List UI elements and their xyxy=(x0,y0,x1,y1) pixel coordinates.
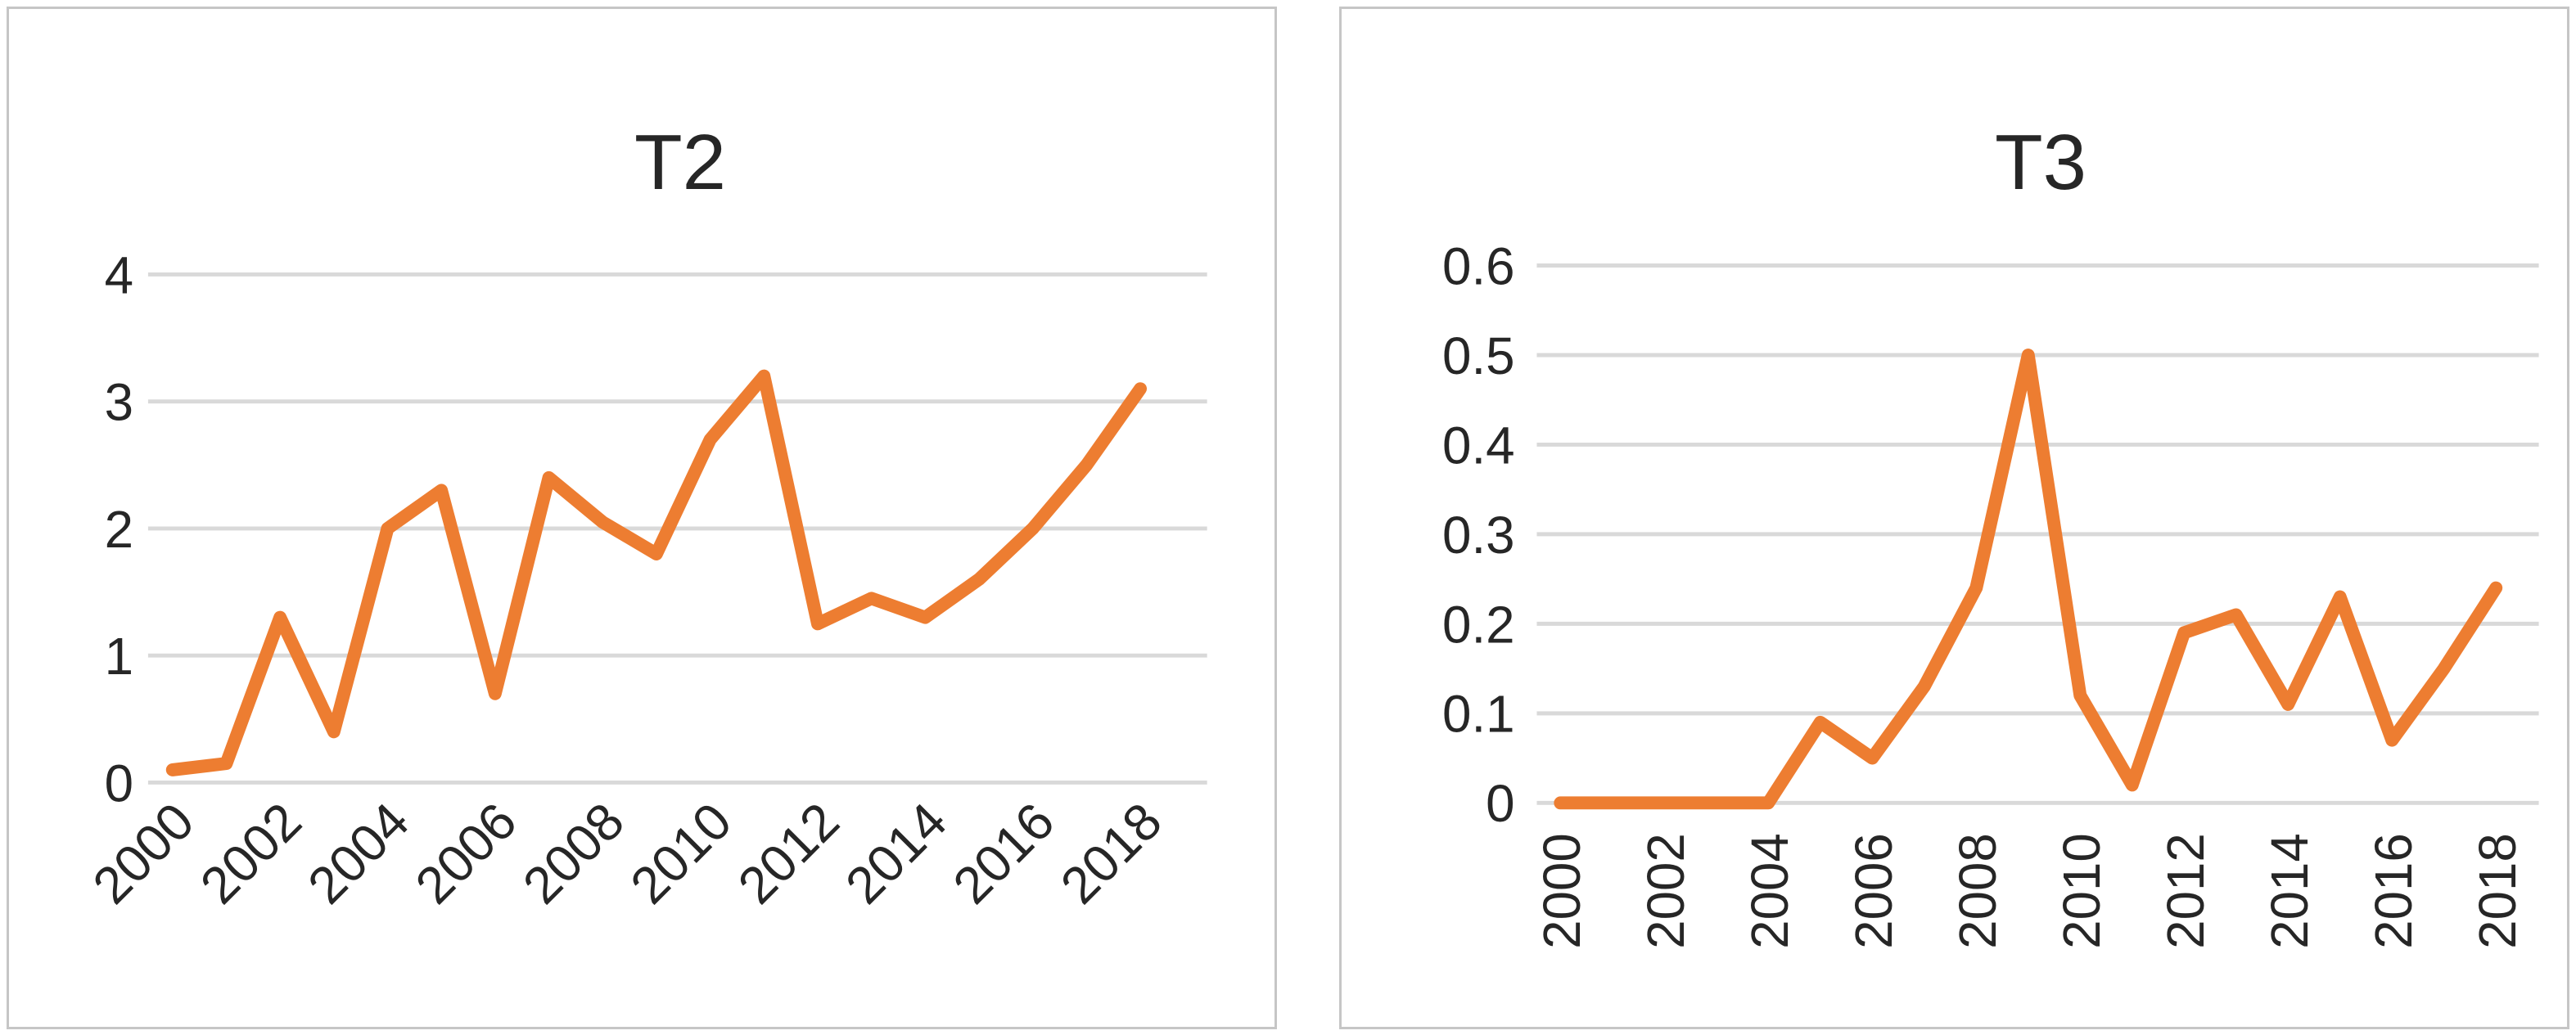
x-tick-label: 2008 xyxy=(1949,833,2007,949)
chart-panel-t2: T2 0 1 2 3 4 2000 2002 2004 2006 2008 2010 2012 2014… xyxy=(7,7,1277,1029)
x-tick-label: 2006 xyxy=(404,792,527,915)
y-tick-label: 0.6 xyxy=(1442,237,1515,295)
x-tick-label: 2012 xyxy=(727,792,850,915)
y-tick-label: 0 xyxy=(105,754,133,812)
chart-title-t2: T2 xyxy=(634,119,727,206)
y-tick-label: 0 xyxy=(1486,775,1514,833)
y-tick-label: 0.1 xyxy=(1442,686,1515,744)
x-axis-tick-labels: 2000 2002 2004 2006 2008 2010 2012 2014 2016 2018 xyxy=(1533,833,2527,949)
x-tick-label: 2000 xyxy=(1533,833,1591,949)
x-tick-label: 2016 xyxy=(2365,833,2423,949)
y-tick-label: 2 xyxy=(105,501,133,559)
x-tick-label: 2014 xyxy=(2261,833,2319,949)
chart-panel-t3: T3 0 0.1 0.2 0.3 0.4 0.5 0.6 2000 2002 2004 2006 20… xyxy=(1339,7,2569,1029)
x-tick-label: 2004 xyxy=(297,792,420,915)
y-tick-label: 0.4 xyxy=(1442,416,1515,475)
y-tick-label: 4 xyxy=(105,246,133,304)
x-tick-label: 2018 xyxy=(2469,833,2527,949)
y-tick-label: 0.3 xyxy=(1442,506,1515,565)
x-tick-label: 2002 xyxy=(189,792,312,915)
x-tick-label: 2006 xyxy=(1845,833,1903,949)
x-tick-label: 2016 xyxy=(942,792,1065,915)
x-tick-label: 2008 xyxy=(512,792,635,915)
x-tick-label: 2012 xyxy=(2157,833,2215,949)
x-tick-label: 2014 xyxy=(835,792,958,915)
x-tick-label: 2010 xyxy=(620,792,742,915)
y-tick-label: 1 xyxy=(105,628,133,686)
y-tick-label: 3 xyxy=(105,374,133,432)
x-tick-label: 2002 xyxy=(1637,833,1695,949)
x-tick-label: 2000 xyxy=(82,792,205,915)
y-tick-label: 0.2 xyxy=(1442,596,1515,654)
t2-line-chart: 0123420002002200420062008201020122014201… xyxy=(82,246,1207,915)
gridlines xyxy=(147,272,1207,785)
x-tick-label: 2004 xyxy=(1741,833,1799,949)
data-series-line xyxy=(165,369,1148,776)
x-tick-label: 2010 xyxy=(2053,833,2111,949)
chart-title-t3: T3 xyxy=(1994,119,2087,206)
x-tick-label: 2018 xyxy=(1049,792,1172,915)
y-axis-tick-labels: 0 1 2 3 4 xyxy=(105,246,133,812)
y-tick-label: 0.5 xyxy=(1442,327,1515,385)
y-axis-tick-labels: 0 0.1 0.2 0.3 0.4 0.5 0.6 xyxy=(1442,237,1515,833)
data-series-line xyxy=(1554,348,2503,810)
